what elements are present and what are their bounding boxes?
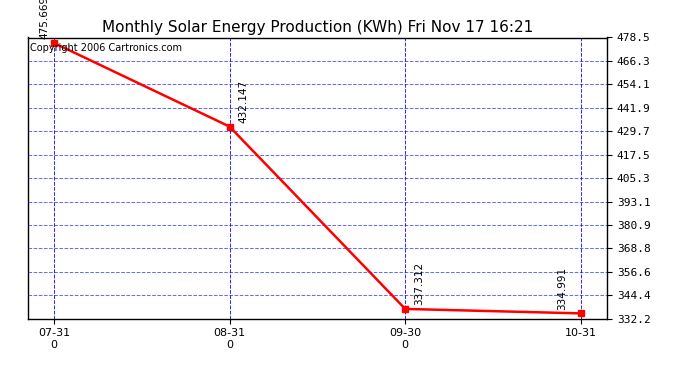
Text: 432.147: 432.147	[238, 80, 248, 123]
Title: Monthly Solar Energy Production (KWh) Fri Nov 17 16:21: Monthly Solar Energy Production (KWh) Fr…	[102, 20, 533, 35]
Text: 334.991: 334.991	[557, 266, 566, 309]
Text: Copyright 2006 Cartronics.com: Copyright 2006 Cartronics.com	[30, 43, 182, 53]
Text: 475.669: 475.669	[40, 0, 50, 39]
Text: 337.312: 337.312	[414, 262, 424, 305]
